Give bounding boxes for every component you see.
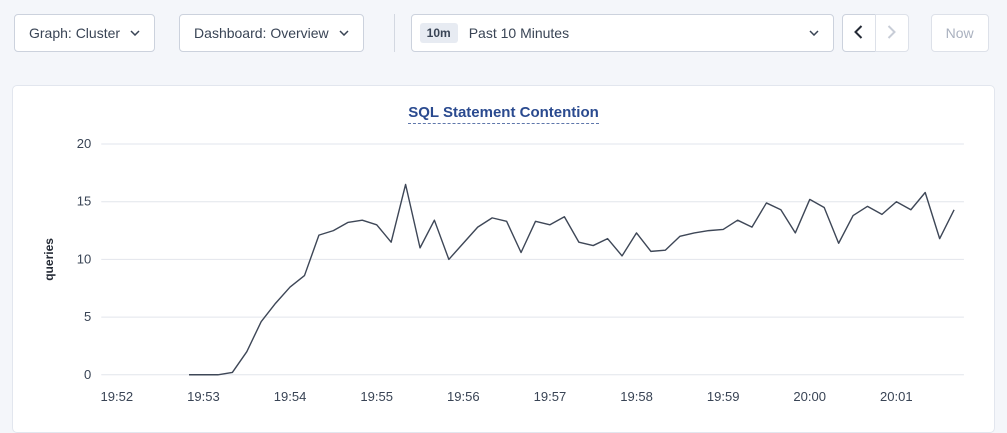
x-tick-label: 19:53 (187, 389, 220, 404)
time-range-badge: 10m (419, 23, 458, 43)
graph-dropdown[interactable]: Graph: Cluster (14, 14, 156, 52)
dashboard-dropdown-label: Dashboard: Overview (194, 25, 329, 41)
x-tick-label: 19:57 (534, 389, 567, 404)
toolbar-divider (393, 14, 395, 52)
now-button[interactable]: Now (930, 14, 989, 52)
y-tick-label: 20 (77, 136, 92, 151)
chevron-left-icon (854, 24, 863, 42)
x-tick-label: 19:58 (620, 389, 653, 404)
x-tick-label: 19:52 (101, 389, 134, 404)
y-tick-label: 10 (77, 251, 92, 266)
chevron-down-icon (809, 30, 819, 36)
chart-card: SQL Statement Contention 0 5 10 15 20 19:52 19… (12, 85, 995, 433)
chevron-down-icon (339, 30, 349, 36)
y-tick-label: 15 (77, 194, 92, 209)
chevron-down-icon (130, 30, 140, 36)
time-next-button[interactable] (874, 14, 909, 52)
x-tick-label: 19:56 (447, 389, 480, 404)
chart-title-row: SQL Statement Contention (23, 104, 984, 124)
x-tick-label: 20:00 (793, 389, 826, 404)
y-axis-label: queries (42, 238, 56, 281)
y-tick-label: 5 (84, 309, 91, 324)
graph-dropdown-label: Graph: Cluster (29, 25, 121, 41)
chart-area: 0 5 10 15 20 19:52 19:53 19:54 19:55 19:56 19:57 19… (23, 128, 984, 426)
time-range-dropdown[interactable]: 10m Past 10 Minutes (410, 14, 834, 52)
x-tick-label: 19:59 (707, 389, 740, 404)
y-tick-label: 0 (84, 367, 91, 382)
x-tick-label: 20:01 (880, 389, 913, 404)
time-nav-group (841, 14, 909, 52)
time-prev-button[interactable] (841, 14, 876, 52)
dashboard-dropdown[interactable]: Dashboard: Overview (179, 14, 364, 52)
x-tick-label: 19:54 (274, 389, 307, 404)
line-series (189, 183, 955, 376)
chart-title[interactable]: SQL Statement Contention (408, 104, 599, 124)
time-range-label: Past 10 Minutes (468, 25, 570, 41)
x-tick-label: 19:55 (360, 389, 393, 404)
chevron-right-icon (887, 24, 897, 42)
chart-canvas[interactable]: 0 5 10 15 20 19:52 19:53 19:54 19:55 19:56 19:57 19… (23, 128, 984, 421)
toolbar: Graph: Cluster Dashboard: Overview 10m P… (0, 0, 1007, 52)
